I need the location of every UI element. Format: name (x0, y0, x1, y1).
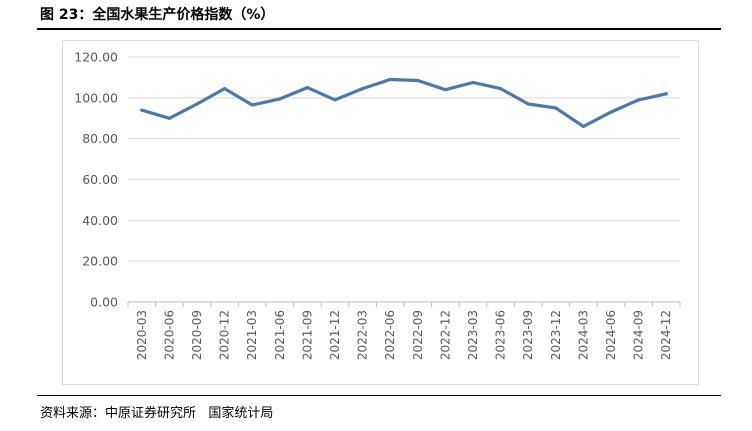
y-tick-label: 60.00 (82, 172, 118, 187)
data-point (581, 124, 586, 129)
x-tick-label: 2020-12 (218, 310, 232, 360)
data-point (361, 87, 365, 91)
chart-frame (62, 40, 699, 385)
y-tick-label: 20.00 (82, 254, 118, 269)
x-tick-label: 2020-06 (162, 310, 176, 360)
data-point (664, 92, 668, 96)
x-tick-label: 2022-09 (411, 310, 425, 360)
data-point (499, 87, 503, 91)
x-tick-label: 2020-03 (135, 310, 149, 360)
y-tick-label: 40.00 (82, 213, 118, 228)
series-layer (140, 77, 668, 129)
y-tick-label: 80.00 (82, 131, 118, 146)
data-point (223, 87, 227, 91)
x-tick-label: 2023-09 (521, 310, 535, 360)
data-point (140, 108, 144, 112)
x-tick-label: 2024-12 (659, 310, 673, 360)
x-tick-label: 2021-12 (328, 310, 342, 360)
data-point (471, 80, 475, 85)
x-tick-label: 2023-03 (466, 310, 480, 360)
source-note: 资料来源：中原证券研究所 国家统计局 (40, 406, 274, 421)
y-axis-ticks: 0.00 20.00 40.00 60.00 80.00 100.00 120.00 (74, 50, 118, 310)
data-point (333, 98, 337, 102)
x-tick-label: 2021-09 (300, 310, 314, 360)
x-axis-ticks: 2020-03 2020-06 2020-09 2020-12 2021-03 2021-… (135, 310, 673, 360)
x-axis (127, 301, 681, 307)
data-point (443, 88, 447, 92)
y-tick-label: 100.00 (74, 90, 118, 105)
x-tick-label: 2024-06 (604, 310, 618, 360)
x-tick-label: 2023-12 (549, 310, 563, 360)
x-tick-label: 2023-06 (494, 310, 508, 360)
data-point (388, 77, 392, 82)
series-line (140, 77, 668, 129)
data-point (554, 106, 558, 110)
data-point (195, 102, 199, 106)
figure-title: 图 23：全国水果生产价格指数（%） (40, 7, 275, 23)
x-tick-label: 2022-12 (438, 310, 452, 360)
data-point (167, 116, 171, 120)
x-tick-label: 2021-03 (245, 310, 259, 360)
title-rule (37, 28, 721, 30)
x-tick-label: 2022-06 (383, 310, 397, 360)
x-tick-label: 2020-09 (190, 310, 204, 360)
x-tick-label: 2021-06 (273, 310, 287, 360)
x-tick-label: 2022-03 (356, 310, 370, 360)
data-point (637, 98, 641, 102)
y-tick-label: 120.00 (74, 50, 118, 65)
data-point (305, 86, 309, 90)
gridlines (128, 56, 680, 262)
x-tick-label: 2024-03 (576, 310, 590, 360)
x-tick-label: 2024-09 (632, 310, 646, 360)
data-point (609, 110, 613, 114)
source-rule (37, 395, 721, 396)
data-point (278, 97, 282, 101)
data-point (526, 102, 530, 106)
data-point (416, 78, 420, 83)
data-point (250, 103, 254, 107)
y-tick-label: 0.00 (90, 295, 118, 310)
